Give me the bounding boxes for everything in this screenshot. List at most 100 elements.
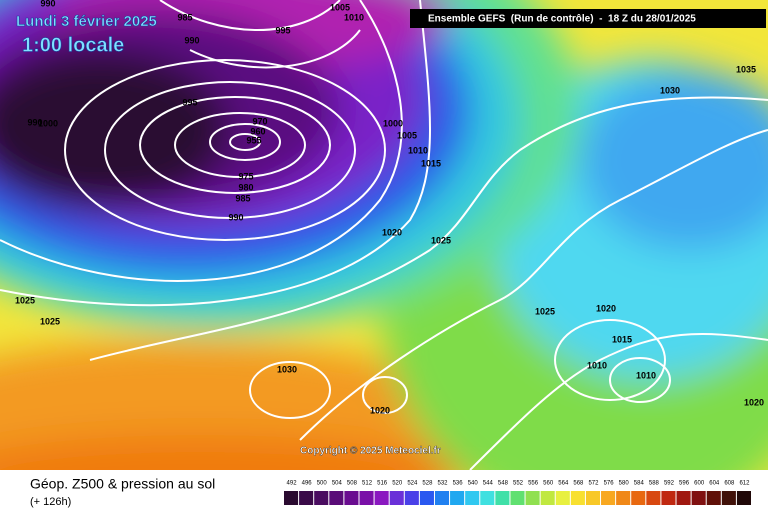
colorbar-swatch bbox=[465, 491, 480, 505]
colorbar-label: 596 bbox=[679, 481, 690, 487]
colorbar-swatch bbox=[359, 491, 374, 505]
colorbar-swatch bbox=[676, 491, 691, 505]
isobar-label: 960 bbox=[250, 126, 265, 136]
colorbar-swatch bbox=[661, 491, 676, 505]
colorbar-label: 608 bbox=[724, 481, 735, 487]
colorbar-label: 536 bbox=[453, 481, 464, 487]
isobar-label: 1035 bbox=[736, 64, 756, 74]
map-date: Lundi 3 février 2025 bbox=[16, 13, 157, 30]
colorbar-label: 580 bbox=[619, 481, 630, 487]
colorbar-label: 528 bbox=[422, 481, 433, 487]
colorbar-label: 520 bbox=[392, 481, 403, 487]
footer-title: Géop. Z500 & pression au sol bbox=[30, 476, 215, 492]
isobar-label: 1025 bbox=[15, 295, 35, 305]
colorbar-label: 584 bbox=[634, 481, 645, 487]
colorbar-label: 516 bbox=[377, 481, 388, 487]
colorbar-swatch bbox=[510, 491, 525, 505]
isobar-label: 980 bbox=[238, 182, 253, 192]
colorbar-swatch bbox=[344, 491, 359, 505]
colorbar-swatch bbox=[585, 491, 601, 505]
colorbar-label: 524 bbox=[407, 481, 418, 487]
colorbar-swatch bbox=[721, 491, 736, 505]
colorbar-swatch bbox=[404, 491, 419, 505]
colorbar-label: 572 bbox=[588, 481, 599, 487]
isobar-label: 1010 bbox=[408, 145, 428, 155]
isobar-label: 1015 bbox=[612, 334, 632, 344]
isobar-label: 1030 bbox=[660, 85, 680, 95]
colorbar-swatch bbox=[450, 491, 465, 505]
colorbar-label: 592 bbox=[664, 481, 675, 487]
isobar-label: 985 bbox=[235, 193, 250, 203]
colorbar-label: 548 bbox=[498, 481, 509, 487]
isobar-label: 1025 bbox=[431, 235, 451, 245]
isobar-label: 1000 bbox=[38, 118, 58, 128]
isobar-label: 1025 bbox=[535, 306, 555, 316]
colorbar-swatch bbox=[570, 491, 585, 505]
colorbar-swatch bbox=[691, 491, 706, 505]
isobar-label: 970 bbox=[252, 116, 267, 126]
isobar-label: 1010 bbox=[636, 370, 656, 380]
colorbar-swatch bbox=[540, 491, 555, 505]
run-banner bbox=[410, 9, 766, 28]
isobar-label: 1020 bbox=[382, 227, 402, 237]
isobar-label: 995 bbox=[275, 25, 290, 35]
isobar-label: 990 bbox=[184, 35, 199, 45]
colorbar-label: 560 bbox=[543, 481, 554, 487]
colorbar-label: 512 bbox=[362, 481, 373, 487]
isobar-label: 1020 bbox=[744, 397, 764, 407]
colorbar-label: 568 bbox=[573, 481, 584, 487]
colorbar-swatch bbox=[736, 491, 751, 505]
colorbar-swatch bbox=[601, 491, 616, 505]
colorbar: 492 496 500 504 508 512 516 520 524 528 532 536 540 5… bbox=[284, 481, 751, 505]
colorbar-label: 508 bbox=[347, 481, 358, 487]
colorbar-label: 504 bbox=[332, 481, 343, 487]
colorbar-label: 564 bbox=[558, 481, 569, 487]
colorbar-label: 612 bbox=[739, 481, 750, 487]
isobars bbox=[0, 0, 768, 470]
colorbar-label: 576 bbox=[604, 481, 615, 487]
colorbar-label: 492 bbox=[287, 481, 298, 487]
colorbar-label: 540 bbox=[468, 481, 479, 487]
isobar-label: 1015 bbox=[421, 158, 441, 168]
isobar-label: 1030 bbox=[277, 364, 297, 374]
colorbar-swatch bbox=[646, 491, 661, 505]
isobar-label: 1000 bbox=[383, 118, 403, 128]
colorbar-label: 588 bbox=[649, 481, 660, 487]
isobar-label: 1020 bbox=[596, 303, 616, 313]
run-info: Ensemble GEFS (Run de contrôle) - 18 Z d… bbox=[428, 14, 696, 25]
colorbar-swatch bbox=[525, 491, 540, 505]
colorbar-swatch bbox=[434, 491, 450, 505]
isobar-label: 1005 bbox=[397, 130, 417, 140]
colorbar-swatch bbox=[555, 491, 570, 505]
colorbar-label: 496 bbox=[302, 481, 313, 487]
isobar-label: 995 bbox=[182, 97, 197, 107]
isobar-label: 975 bbox=[238, 171, 253, 181]
colorbar-swatch bbox=[299, 491, 314, 505]
isobar-label: 1010 bbox=[344, 12, 364, 22]
colorbar-label: 552 bbox=[513, 481, 524, 487]
map-local-time: 1:00 locale bbox=[22, 34, 124, 56]
colorbar-swatch bbox=[419, 491, 434, 505]
isobar-label: 990 bbox=[40, 0, 55, 8]
isobar-label: 1005 bbox=[330, 2, 350, 12]
isobar-label: 985 bbox=[177, 12, 192, 22]
isobar-label: 955 bbox=[246, 135, 261, 145]
colorbar-label: 544 bbox=[483, 481, 494, 487]
footer-lead: (+ 126h) bbox=[30, 496, 71, 508]
colorbar-label: 556 bbox=[528, 481, 539, 487]
colorbar-swatch bbox=[495, 491, 510, 505]
isobar-label: 1010 bbox=[587, 360, 607, 370]
colorbar-swatch bbox=[616, 491, 631, 505]
colorbar-swatch bbox=[631, 491, 646, 505]
isobar-label: 1020 bbox=[370, 405, 390, 415]
isobar-label: 1025 bbox=[40, 316, 60, 326]
isobar-label: 990 bbox=[228, 212, 243, 222]
colorbar-swatch bbox=[329, 491, 344, 505]
colorbar-swatch bbox=[284, 491, 299, 505]
colorbar-label: 600 bbox=[694, 481, 705, 487]
colorbar-swatch bbox=[706, 491, 721, 505]
colorbar-swatch bbox=[314, 491, 329, 505]
